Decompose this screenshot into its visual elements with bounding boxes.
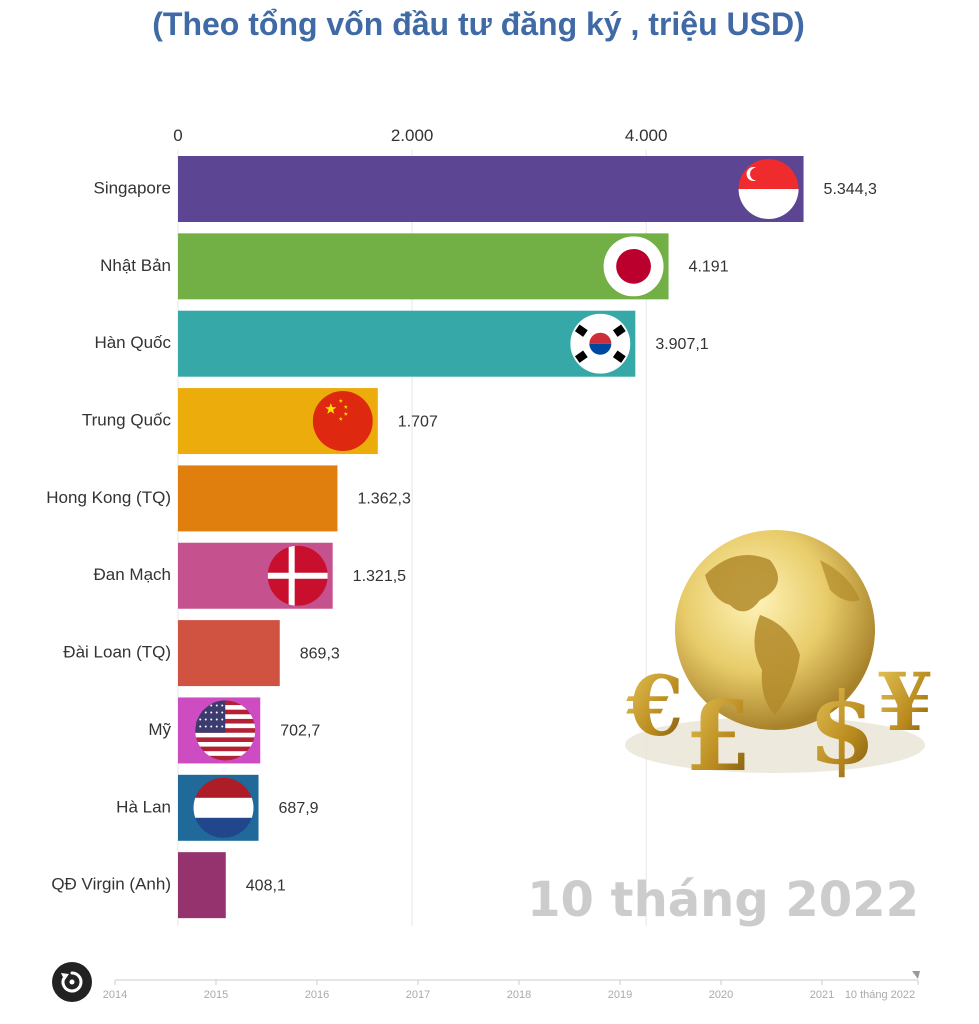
timeline-label[interactable]: 2018 [507,989,531,1001]
china-flag [312,391,373,452]
gold-globe-currency-illustration: € £ $ ¥ [625,530,933,793]
period-label: 10 tháng 2022 [527,872,919,928]
timeline-label[interactable]: 2014 [103,989,127,1001]
netherlands-flag [193,777,254,838]
value-label: 4.191 [689,259,729,276]
category-label: Mỹ [148,720,171,739]
replay-icon [61,971,83,993]
value-label: 869,3 [300,645,340,662]
timeline-label[interactable]: 2016 [305,989,329,1001]
value-label: 1.362,3 [357,491,410,508]
bar [178,465,338,532]
bar [178,310,636,377]
category-label: Đài Loan (TQ) [63,643,171,662]
value-label: 702,7 [280,723,320,740]
value-label: 3.907,1 [655,336,708,353]
value-label: 408,1 [246,877,286,894]
denmark-flag [267,545,328,606]
value-label: 1.707 [398,413,438,430]
bar [178,852,226,919]
replay-button[interactable] [52,962,92,1002]
svg-text:$: $ [808,672,876,787]
svg-text:£: £ [685,680,752,793]
chart-title: (Theo tổng vốn đầu tư đăng ký , triệu US… [152,6,805,42]
value-label: 5.344,3 [824,181,877,198]
category-label: Nhật Bản [100,256,171,275]
south-korea-flag [570,313,631,374]
category-label: Trung Quốc [82,411,172,430]
bar [178,156,804,222]
usa-flag [195,700,256,761]
timeline-label[interactable]: 2020 [709,989,733,1001]
category-label: Đan Mạch [94,565,171,584]
timeline-label[interactable]: 2017 [406,989,430,1001]
category-label: Singapore [93,178,171,197]
x-tick-label: 0 [173,126,182,145]
timeline-label[interactable]: 2015 [204,989,228,1001]
x-tick-label: 4.000 [625,126,668,145]
value-label: 687,9 [279,800,319,817]
timeline-handle[interactable] [912,971,920,979]
x-tick-label: 2.000 [391,126,434,145]
timeline-label[interactable]: 10 tháng 2022 [845,989,915,1001]
category-label: Hong Kong (TQ) [46,488,171,507]
bar [178,233,669,300]
category-label: Hàn Quốc [94,333,171,352]
japan-flag [603,236,664,297]
timeline-label[interactable]: 2021 [810,989,834,1001]
svg-text:¥: ¥ [877,655,933,749]
value-label: 1.321,5 [353,568,406,585]
category-label: QĐ Virgin (Anh) [51,875,171,894]
timeline-label[interactable]: 2019 [608,989,632,1001]
bar [178,620,280,687]
svg-text:€: € [625,659,683,755]
category-label: Hà Lan [116,797,171,816]
